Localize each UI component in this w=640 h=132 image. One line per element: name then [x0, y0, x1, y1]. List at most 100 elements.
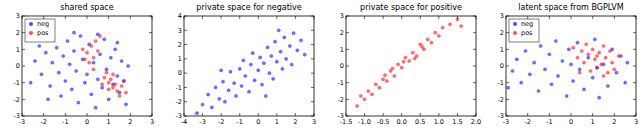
point	[608, 49, 611, 52]
point	[404, 56, 407, 59]
point	[214, 86, 217, 89]
y-tick	[506, 49, 509, 50]
point	[600, 63, 603, 66]
y-tick	[346, 16, 349, 17]
point	[370, 93, 373, 96]
point	[195, 112, 198, 115]
y-tick-label: 0	[16, 62, 20, 70]
point	[107, 98, 110, 101]
x-tick	[221, 16, 222, 19]
point	[356, 104, 359, 107]
point	[367, 89, 370, 92]
point	[511, 69, 514, 72]
title: shared space	[60, 3, 113, 12]
y-tick	[473, 16, 476, 17]
y-tick-label: -3	[176, 112, 182, 120]
x-tick	[571, 113, 572, 116]
y-tick	[506, 16, 509, 17]
point	[223, 100, 226, 103]
title: latent space from BGPLVM	[518, 3, 624, 12]
legend: negpos	[509, 19, 539, 42]
y-tick	[346, 66, 349, 67]
y-tick	[473, 66, 476, 67]
y-tick	[506, 66, 509, 67]
x-tick-label: 1.0	[434, 118, 444, 126]
point	[550, 83, 553, 86]
x-tick	[258, 113, 259, 116]
point	[266, 46, 269, 49]
point	[257, 69, 260, 72]
point	[85, 51, 88, 54]
point	[587, 53, 590, 56]
point	[107, 81, 110, 84]
point	[402, 60, 405, 63]
point	[75, 69, 78, 72]
point	[277, 29, 280, 32]
y-tick-label: -3	[14, 112, 20, 120]
point	[613, 68, 616, 71]
legend-marker	[29, 31, 33, 35]
y-tick	[633, 66, 636, 67]
point	[101, 86, 104, 89]
y-tick	[473, 82, 476, 83]
point	[233, 82, 236, 85]
point	[288, 44, 291, 47]
panel: private space for positive-1.5-1.0-0.50.…	[338, 3, 482, 126]
y-tick	[22, 32, 25, 33]
point	[85, 73, 88, 76]
point	[94, 39, 97, 42]
point	[66, 39, 69, 42]
point	[107, 88, 110, 91]
point	[606, 71, 609, 74]
y-tick-label: -2	[14, 96, 20, 104]
point	[96, 78, 99, 81]
point	[220, 69, 223, 72]
x-tick	[43, 16, 44, 19]
y-tick-label: -2	[338, 96, 344, 104]
point	[524, 49, 527, 52]
y-tick	[633, 116, 636, 117]
point	[234, 94, 237, 97]
y-tick-label: 3	[340, 12, 344, 20]
x-tick	[438, 16, 439, 19]
point	[441, 26, 444, 29]
point	[273, 40, 276, 43]
x-tick	[314, 113, 315, 116]
x-tick	[527, 16, 528, 19]
point	[507, 86, 510, 89]
y-tick	[473, 99, 476, 100]
x-tick	[571, 16, 572, 19]
point	[593, 38, 596, 41]
y-tick	[633, 16, 636, 17]
point	[68, 63, 71, 66]
point	[281, 67, 284, 70]
x-tick-label: 3	[150, 118, 154, 126]
point	[262, 62, 265, 65]
point	[111, 73, 114, 76]
points	[356, 18, 463, 108]
x-tick	[22, 16, 23, 19]
point	[238, 67, 241, 70]
point	[207, 93, 210, 96]
legend-label: neg	[37, 20, 49, 28]
point	[90, 93, 93, 96]
x-tick	[346, 16, 347, 19]
x-tick-label: 3	[312, 118, 316, 126]
y-tick	[506, 99, 509, 100]
y-tick	[633, 32, 636, 33]
x-tick	[43, 113, 44, 116]
y-tick-label: -2	[176, 98, 182, 106]
point	[602, 44, 605, 47]
point	[264, 94, 267, 97]
x-tick-label: -2	[218, 118, 224, 126]
x-tick	[221, 113, 222, 116]
y-tick	[311, 87, 314, 88]
point	[227, 89, 230, 92]
point	[118, 94, 121, 97]
point	[393, 74, 396, 77]
point	[114, 48, 117, 51]
point	[290, 63, 293, 66]
y-tick-label: 3	[500, 12, 504, 20]
point	[275, 60, 278, 63]
y-tick-label: 1	[500, 46, 504, 54]
